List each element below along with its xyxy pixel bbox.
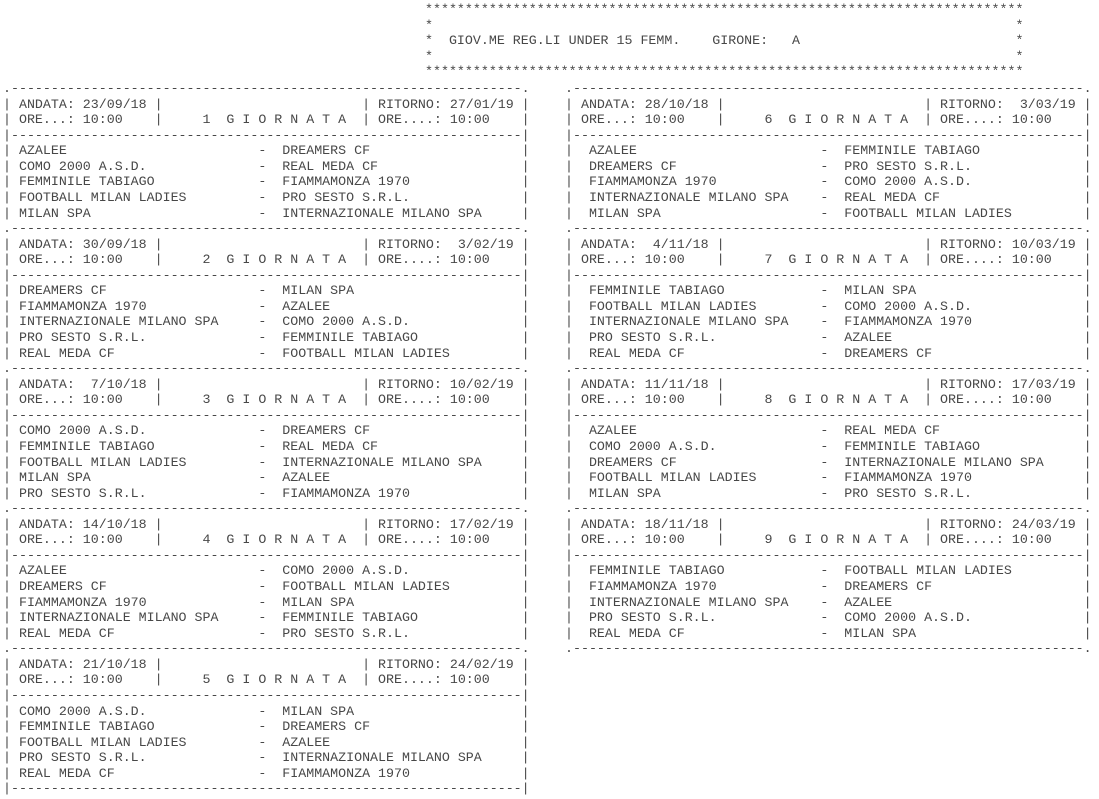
fixtures-column-left: .---------------------------------------… — [3, 81, 530, 797]
giornata-block-4: .---------------------------------------… — [3, 501, 530, 641]
tournament-header-box: ****************************************… — [425, 2, 1024, 80]
giornata-block-1: .---------------------------------------… — [3, 81, 530, 221]
giornata-block-6: .---------------------------------------… — [565, 81, 1092, 221]
giornata-block-2: .---------------------------------------… — [3, 221, 530, 361]
fixtures-column-right: .---------------------------------------… — [565, 81, 1092, 657]
giornata-block-3: .---------------------------------------… — [3, 361, 530, 501]
giornata-block-5: .---------------------------------------… — [3, 641, 530, 781]
giornata-block-7: .---------------------------------------… — [565, 221, 1092, 361]
column-end-border: |---------------------------------------… — [3, 781, 530, 797]
giornata-block-8: .---------------------------------------… — [565, 361, 1092, 501]
column-end-border: .---------------------------------------… — [565, 641, 1092, 657]
giornata-block-9: .---------------------------------------… — [565, 501, 1092, 641]
